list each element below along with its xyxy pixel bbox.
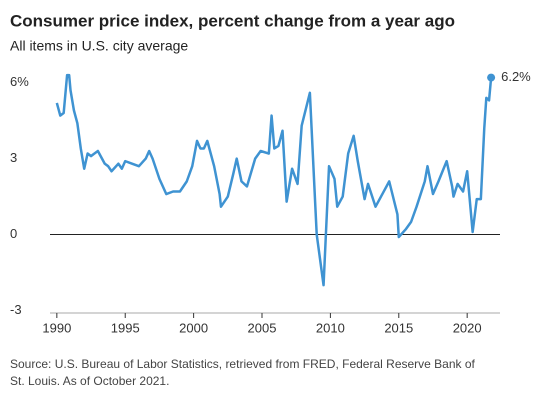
end-point (487, 73, 496, 82)
x-tick-label: 2010 (316, 320, 345, 335)
x-tick-label: 1995 (111, 320, 140, 335)
x-tick-label: 2000 (179, 320, 208, 335)
y-tick-label: -3 (10, 302, 22, 317)
x-tick-label: 1990 (42, 320, 71, 335)
x-tick-label: 2015 (384, 320, 413, 335)
source-note: Source: U.S. Bureau of Labor Statistics,… (10, 357, 476, 371)
line (55, 73, 493, 287)
y-tick-label: 3 (10, 150, 17, 165)
chart-title: Consumer price index, percent change fro… (10, 11, 455, 30)
end-label: 6.2% (501, 69, 531, 84)
x-tick-label: 2005 (248, 320, 277, 335)
chart-subtitle: All items in U.S. city average (10, 38, 188, 54)
x-tick-label: 2020 (453, 320, 482, 335)
y-tick-label: 0 (10, 226, 17, 241)
source-note: St. Louis. As of October 2021. (10, 374, 169, 388)
y-tick-label: 6% (10, 74, 29, 89)
